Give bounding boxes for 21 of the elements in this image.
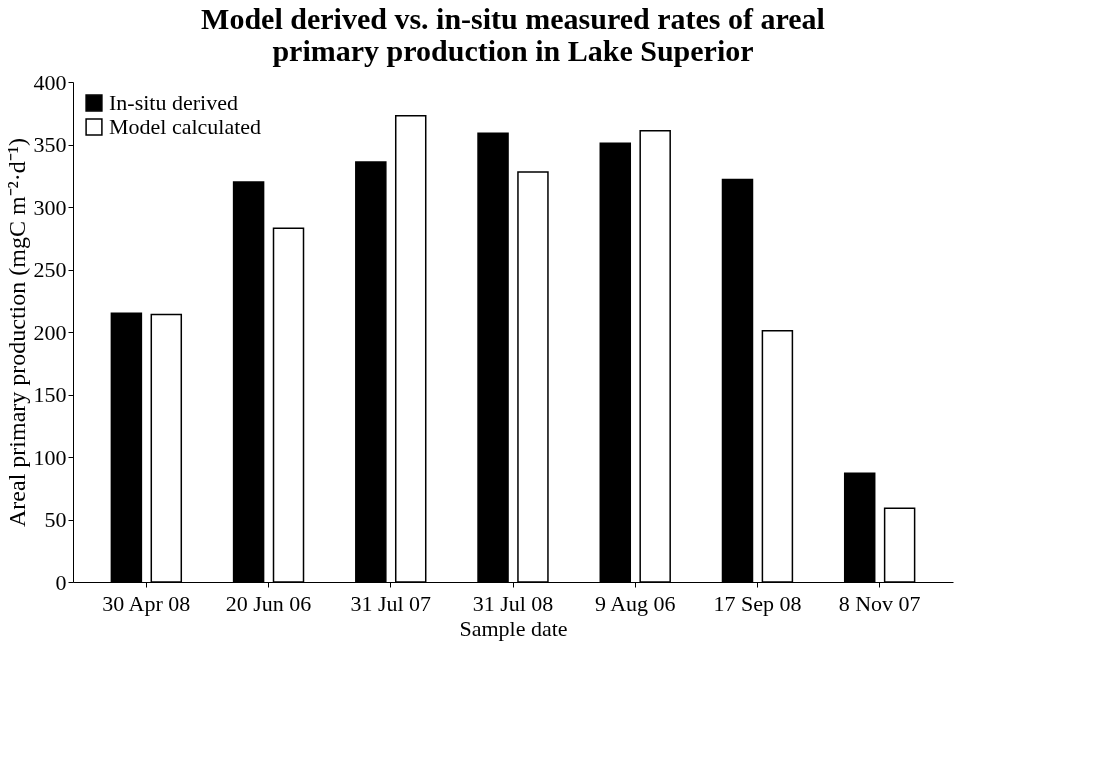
y-tick-label: 200	[33, 319, 67, 345]
x-tick-label: 30 Apr 08	[102, 590, 191, 616]
y-tick-label: 400	[33, 69, 67, 95]
y-tick-label: 100	[33, 444, 67, 470]
y-tick-label: 300	[33, 194, 67, 220]
x-tick-label: 31 Jul 07	[350, 590, 432, 616]
legend-label: Model calculated	[109, 114, 262, 139]
y-tick-label: 150	[33, 382, 67, 407]
y-tick-label: 0	[55, 569, 67, 595]
chart-title: Model derived vs. in-situ measured rates of areal primary production in Lake Superior	[201, 2, 825, 67]
x-tick-label: 9 Aug 06	[594, 590, 676, 616]
x-tick-label: 8 Nov 07	[838, 590, 921, 616]
x-axis-title: Sample date	[459, 615, 568, 641]
y-tick-label: 350	[33, 132, 67, 157]
legend-label: In-situ derived	[109, 90, 238, 115]
x-tick-label: 31 Jul 08	[472, 590, 554, 616]
x-tick-label: 17 Sep 08	[713, 590, 802, 616]
y-axis-title: Areal primary production (mgC m⁻²·d⁻¹)	[3, 138, 30, 527]
y-tick-label: 50	[44, 507, 67, 532]
x-tick-label: 20 Jun 06	[225, 590, 312, 616]
y-tick-label: 250	[33, 257, 67, 282]
